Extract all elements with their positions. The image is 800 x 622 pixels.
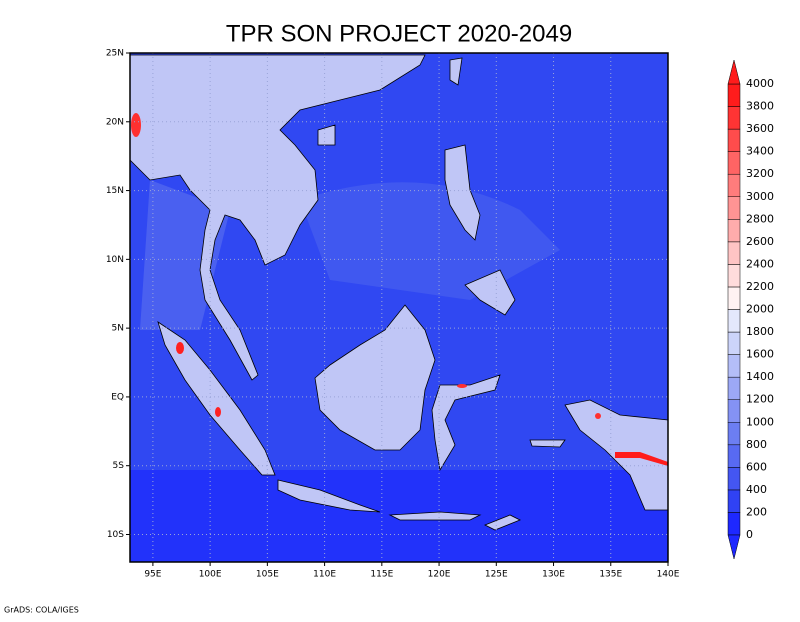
- colorbar-label: 1200: [746, 393, 774, 406]
- y-tick-label: EQ: [111, 392, 124, 402]
- land-java: [277, 479, 381, 513]
- colorbar-label: 600: [746, 460, 767, 473]
- land-taiwan: [449, 57, 463, 86]
- colorbar-label: 3800: [746, 100, 774, 113]
- land-luzon: [444, 144, 481, 241]
- colorbar-box: [727, 467, 741, 491]
- colorbar-label: 1400: [746, 370, 774, 383]
- colorbar-label: 800: [746, 438, 767, 451]
- colorbar-label: 400: [746, 483, 767, 496]
- land-mainland: [129, 54, 426, 381]
- y-tick-label: 20N: [106, 117, 124, 127]
- colorbar-box: [727, 264, 741, 288]
- colorbar-box: [727, 331, 741, 355]
- land-hainan: [317, 124, 336, 146]
- colorbar-label: 2400: [746, 257, 774, 270]
- land-borneo: [314, 304, 436, 451]
- colorbar-label: 3600: [746, 122, 774, 135]
- y-tick-label: 5N: [112, 324, 124, 334]
- colorbar: 0 200 400 600 800 1000 1200 1400 1600 1800 2000 220…: [727, 59, 774, 560]
- colorbar-label: 3400: [746, 145, 774, 158]
- colorbar-box: [727, 219, 741, 243]
- x-tick-label: 135E: [599, 570, 622, 580]
- colorbar-box: [727, 489, 741, 513]
- hotspot: [131, 113, 141, 137]
- colorbar-extend-low: [727, 534, 741, 560]
- colorbar-label: 1600: [746, 348, 774, 361]
- x-tick-label: 130E: [542, 570, 565, 580]
- y-tick-label: 5S: [113, 461, 125, 471]
- colorbar-label: 2000: [746, 303, 774, 316]
- y-tick-label: 15N: [106, 186, 124, 196]
- hotspot: [215, 407, 221, 417]
- colorbar-label: 0: [746, 528, 753, 541]
- x-tick-label: 110E: [313, 570, 336, 580]
- colorbar-box: [727, 309, 741, 333]
- colorbar-label: 2200: [746, 280, 774, 293]
- x-tick-label: 115E: [370, 570, 393, 580]
- colorbar-label: 4000: [746, 77, 774, 90]
- y-tick-label: 10N: [106, 255, 124, 265]
- colorbar-box: [727, 444, 741, 468]
- land-mindanao: [464, 269, 516, 316]
- colorbar-label: 3000: [746, 190, 774, 203]
- colorbar-label: 1000: [746, 415, 774, 428]
- x-tick-label: 125E: [485, 570, 508, 580]
- colorbar-box: [727, 376, 741, 400]
- land-seram: [529, 439, 566, 448]
- map-field: [129, 53, 669, 562]
- colorbar-label: 3200: [746, 167, 774, 180]
- colorbar-box: [727, 399, 741, 423]
- x-tick-label: 100E: [199, 570, 222, 580]
- colorbar-label: 200: [746, 505, 767, 518]
- colorbar-box: [727, 286, 741, 310]
- hotspot: [595, 413, 601, 419]
- colorbar-box: [727, 128, 741, 152]
- colorbar-extend-high: [727, 59, 741, 85]
- y-tick-label: 25N: [106, 49, 124, 59]
- plot-frame: [129, 52, 669, 563]
- x-tick-label: 120E: [428, 570, 451, 580]
- x-tick-label: 140E: [657, 570, 680, 580]
- colorbar-label: 2600: [746, 235, 774, 248]
- x-tick-label: 95E: [144, 570, 161, 580]
- credit: GrADS: COLA/IGES: [4, 606, 79, 615]
- colorbar-box: [727, 83, 741, 107]
- colorbar-box: [727, 422, 741, 446]
- colorbar-box: [727, 354, 741, 378]
- colorbar-box: [727, 151, 741, 175]
- land-timor: [484, 514, 521, 531]
- colorbar-box: [727, 196, 741, 220]
- colorbar-label: 1800: [746, 325, 774, 338]
- x-tick-label: 105E: [256, 570, 279, 580]
- land-sulawesi: [431, 374, 501, 472]
- hotspot: [615, 452, 668, 466]
- colorbar-label: 2800: [746, 212, 774, 225]
- ocean-light: [300, 182, 560, 300]
- colorbar-box: [727, 106, 741, 130]
- colorbar-box: [727, 512, 741, 536]
- y-tick-label: 10S: [107, 530, 124, 540]
- land-sumatra: [157, 321, 276, 476]
- title: TPR SON PROJECT 2020-2049: [226, 20, 572, 47]
- hotspot: [176, 342, 184, 354]
- land-lesser-sunda: [388, 511, 482, 521]
- colorbar-box: [727, 173, 741, 197]
- colorbar-box: [727, 241, 741, 265]
- hotspot: [457, 384, 467, 388]
